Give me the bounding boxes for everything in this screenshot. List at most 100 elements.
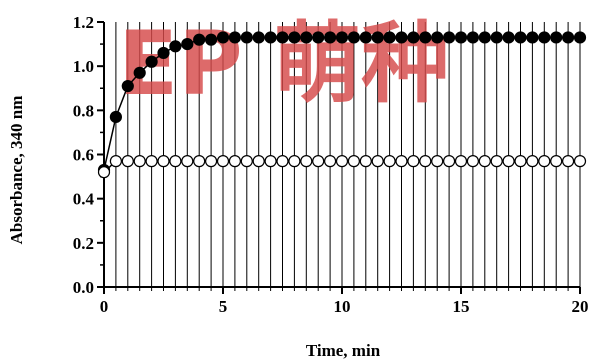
series-1-point [502, 31, 515, 44]
series-1-point [431, 31, 444, 44]
series-1-point [490, 31, 503, 44]
series-2-point [97, 166, 111, 179]
series-2-point [300, 155, 313, 168]
series-1-point [157, 46, 170, 60]
axes [97, 21, 581, 294]
series-2-point [216, 155, 230, 168]
x-tick-label: 5 [219, 297, 228, 316]
vertical-grid [115, 22, 569, 287]
watermark: EP 萌种 [118, 12, 449, 115]
watermark-text: EP 萌种 [118, 12, 449, 115]
series [97, 31, 587, 179]
y-tick-label: 1.2 [73, 13, 94, 32]
series-1-point [181, 37, 194, 51]
series-1-point [347, 31, 360, 44]
series-2-point [157, 155, 170, 168]
series-2-point [133, 155, 146, 168]
series-2-point [324, 155, 337, 168]
series-1-point [514, 31, 527, 44]
series-2-point [550, 155, 563, 168]
series-2-point [443, 155, 456, 168]
series-2-point [121, 155, 134, 168]
series-1-point [383, 31, 396, 44]
series-1-point [561, 31, 575, 44]
series-1-point [109, 110, 123, 124]
series-1-point [193, 33, 206, 46]
series-1-point [312, 31, 325, 44]
series-1-point [228, 31, 241, 44]
series-1-point [466, 31, 479, 44]
series-1-point [169, 40, 182, 53]
series-1-point [216, 31, 230, 44]
tick-labels: 0.0 0.2 0.4 0.6 0.8 1.0 1.2 0 5 10 15 20 [73, 13, 589, 316]
series-2-point [371, 155, 384, 168]
series-2-point [573, 155, 587, 168]
series-2-point [347, 155, 360, 168]
y-tick-label: 0.0 [73, 278, 94, 297]
series-1-point [276, 31, 289, 44]
series-1-point [454, 31, 468, 44]
series-2-point [193, 155, 206, 168]
series-2-point [466, 155, 479, 168]
series-1-point [288, 31, 301, 44]
y-tick-label: 0.6 [73, 146, 94, 165]
series-2-point [312, 155, 325, 168]
series-1-point [419, 31, 432, 44]
series-2-point [407, 155, 420, 168]
x-tick-label: 15 [453, 297, 470, 316]
x-tick-label: 0 [100, 297, 109, 316]
y-tick-label: 0.2 [73, 234, 94, 253]
series-1-point [324, 31, 337, 44]
series-2-point [276, 155, 289, 168]
series-2-point [145, 155, 158, 168]
series-1-point [407, 31, 420, 44]
series-2-point [538, 155, 551, 168]
series-1-point [145, 55, 158, 68]
series-2-point [252, 155, 265, 168]
series-2-point [240, 155, 253, 168]
series-2-point [109, 155, 123, 168]
series-2-point [490, 155, 503, 168]
series-1-point [395, 31, 408, 44]
x-tick-label: 20 [572, 297, 589, 316]
y-axis-title: Absorbance, 340 nm [7, 96, 26, 245]
y-tick-label: 0.4 [73, 190, 95, 209]
series-1-point [240, 31, 253, 44]
series-2-point [454, 155, 468, 168]
series-2-point [419, 155, 432, 168]
x-axis-title: Time, min [306, 341, 381, 359]
y-tick-label: 1.0 [73, 57, 94, 76]
series-1-point [252, 31, 265, 44]
series-2-point [359, 155, 372, 168]
series-2-point [431, 155, 444, 168]
series-2-point [395, 155, 408, 168]
series-1-point [205, 33, 218, 46]
series-1-point [335, 31, 349, 44]
y-tick-label: 0.8 [73, 101, 94, 120]
series-2-point [514, 155, 527, 168]
series-1-point [371, 31, 384, 44]
series-1-point [550, 31, 563, 44]
series-2-point [502, 155, 515, 168]
series-2-point [169, 155, 182, 168]
series-2-point [561, 155, 575, 168]
series-2-point [228, 155, 241, 168]
series-2-point [478, 155, 491, 168]
series-1-point [573, 31, 587, 44]
series-1-point [526, 31, 539, 44]
series-1-point [538, 31, 551, 44]
series-2-point [264, 155, 277, 168]
series-1-point [121, 79, 134, 93]
series-1-point [359, 31, 372, 44]
series-1-point [478, 31, 491, 44]
series-2-point [335, 155, 349, 168]
series-1-point [300, 31, 313, 44]
series-2-point [526, 155, 539, 168]
x-tick-label: 10 [334, 297, 351, 316]
series-2-point [181, 155, 194, 168]
series-2-point [288, 155, 301, 168]
series-2-point [205, 155, 218, 168]
series-1-point [264, 31, 277, 44]
series-2-point [383, 155, 396, 168]
